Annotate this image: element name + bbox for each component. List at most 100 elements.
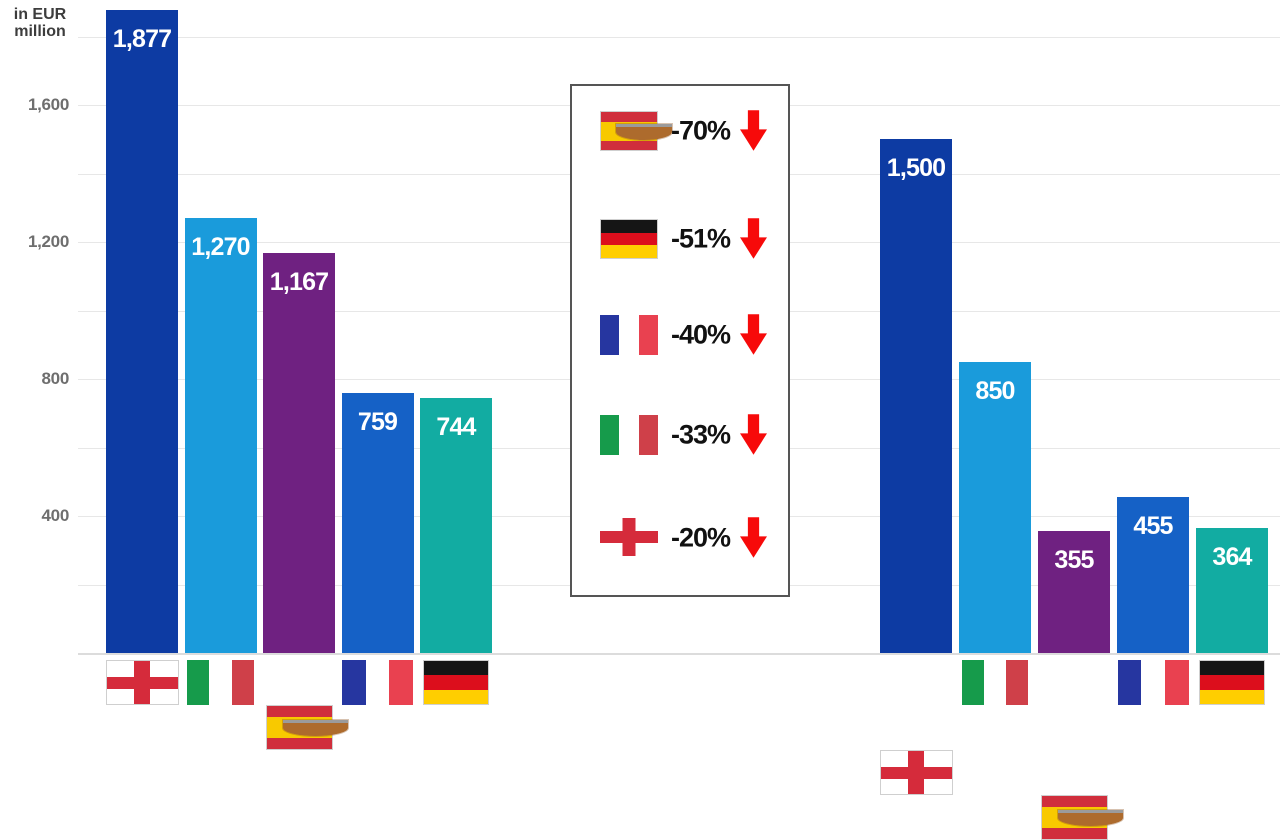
cross-vertical-arm [908, 751, 924, 794]
y-axis-title-line1: in EUR [13, 6, 67, 23]
bar-group-2-france: 455 [1117, 497, 1189, 653]
bar-group-1-france: 759 [341, 393, 414, 653]
down-arrow-icon [740, 218, 767, 264]
flag-band [1164, 660, 1189, 705]
flag-band [1200, 675, 1264, 690]
bar-group-2-spain: 355 [1038, 531, 1110, 653]
flag-band [619, 415, 639, 455]
flag-band [601, 140, 657, 150]
flag-band [424, 675, 488, 690]
flag-band [638, 315, 658, 355]
flag-band [600, 315, 620, 355]
bar-value-label: 744 [436, 413, 476, 441]
bar-value-label: 1,167 [269, 268, 329, 296]
flag-band [389, 660, 414, 705]
flag-band [424, 661, 488, 676]
bar-group-2-england: 1,500 [880, 139, 952, 653]
flag-band [231, 660, 254, 705]
legend-row-spain: -70% [572, 110, 788, 152]
legend-row-france: -40% [572, 314, 788, 356]
flag-band [266, 738, 332, 749]
y-tick-400: 400 [41, 506, 70, 525]
bar-group-1-italy: 1,270 [184, 218, 257, 653]
flag-band [638, 415, 658, 455]
bar-group-2-italy: 850 [959, 362, 1031, 653]
spain-coat-of-arms [283, 719, 349, 736]
flag-band [424, 689, 488, 704]
flag-band [1200, 661, 1264, 676]
bar-value-label: 1,500 [886, 154, 946, 182]
y-tick-1200: 1,200 [27, 232, 69, 251]
x-axis-line [78, 653, 1280, 655]
y-tick-800: 800 [41, 369, 70, 388]
italy-flag-icon [961, 660, 1029, 705]
spain-coat-of-arms [615, 124, 672, 141]
flag-band [1041, 828, 1107, 839]
legend-row-germany: -51% [572, 218, 788, 260]
flag-band [187, 660, 210, 705]
spain-flag-icon [265, 705, 349, 750]
bar-value-label: 455 [1133, 512, 1173, 540]
flag-band [961, 660, 984, 705]
gridline-1800 [78, 36, 1280, 38]
germany-flag-icon [1199, 660, 1265, 705]
flag-band [1006, 660, 1029, 705]
y-axis-title-line2: million [14, 23, 66, 40]
down-arrow-icon [740, 414, 767, 460]
france-flag-icon [600, 315, 658, 355]
spain-coat-of-arms [1058, 809, 1124, 826]
y-axis-title: in EUR million [8, 6, 72, 40]
flag-band [1200, 689, 1264, 704]
spain-flag-icon [600, 111, 672, 151]
legend-row-italy: -33% [572, 414, 788, 456]
bar-value-label: 355 [1054, 546, 1094, 574]
cross-vertical-arm [622, 518, 636, 556]
france-flag-icon [342, 660, 414, 705]
flag-band [983, 660, 1007, 705]
flag-band [600, 415, 620, 455]
flag-band [601, 220, 657, 233]
england-flag-icon [879, 750, 953, 795]
legend-percentage: -51% [671, 223, 731, 254]
bar-group-1-germany: 744 [420, 398, 492, 653]
england-flag-icon [105, 660, 179, 705]
legend-percentage: -70% [671, 115, 731, 146]
flag-band [342, 660, 366, 705]
flag-band [619, 315, 639, 355]
down-arrow-icon [740, 314, 767, 360]
y-tick-1600: 1,600 [27, 95, 69, 114]
germany-flag-icon [600, 219, 658, 259]
flag-band [365, 660, 390, 705]
flag-band [209, 660, 232, 705]
down-arrow-icon [740, 517, 767, 563]
down-arrow-icon [740, 110, 767, 156]
flag-band [601, 232, 657, 246]
flag-band [601, 245, 657, 258]
legend-percentage: -33% [671, 419, 731, 450]
flag-band [1141, 660, 1165, 705]
germany-flag-icon [423, 660, 489, 705]
legend: -70% -51% -40% -33% -20% [570, 84, 790, 597]
flag-band [1041, 796, 1107, 807]
legend-row-england: -20% [572, 517, 788, 559]
cross-vertical-arm [134, 661, 150, 704]
flag-band [266, 706, 332, 717]
bar-value-label: 759 [357, 408, 398, 436]
bar-value-label: 850 [975, 377, 1015, 405]
bar-group-2-germany: 364 [1196, 528, 1268, 653]
england-flag-icon [600, 518, 658, 556]
bar-value-label: 1,270 [191, 233, 250, 261]
bar-value-label: 1,877 [112, 25, 172, 53]
legend-percentage: -40% [671, 319, 731, 350]
bar-value-label: 364 [1212, 543, 1252, 571]
bar-group-1-england: 1,877 [106, 10, 178, 653]
italy-flag-icon [600, 415, 658, 455]
legend-percentage: -20% [671, 522, 731, 553]
spain-flag-icon [1040, 795, 1124, 840]
italy-flag-icon [187, 660, 254, 705]
france-flag-icon [1117, 660, 1189, 705]
bar-group-1-spain: 1,167 [263, 253, 335, 653]
bar-chart: in EUR million 1,600 1,200 800 400 1,877 1,2… [8, 6, 1280, 840]
flag-band [1117, 660, 1142, 705]
flag-band [601, 112, 657, 122]
